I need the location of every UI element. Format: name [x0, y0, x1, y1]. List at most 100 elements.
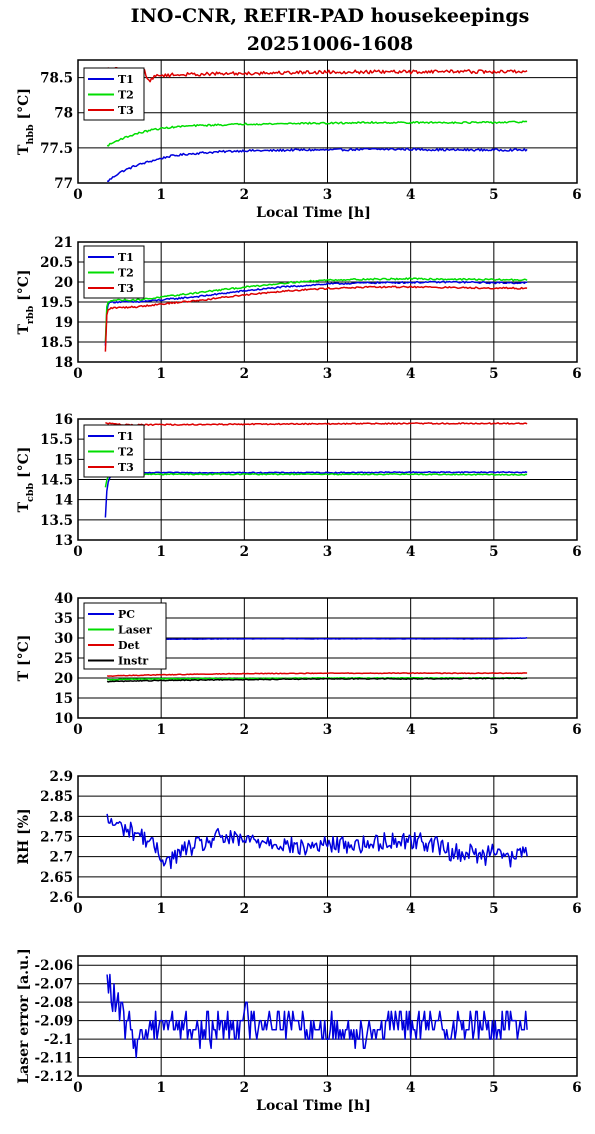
x-tick-label: 2: [240, 187, 249, 203]
x-tick-label: 5: [489, 1080, 498, 1096]
y-tick-label: 13: [54, 533, 73, 549]
series-line-t2: [104, 277, 528, 342]
x-tick-label: 4: [406, 722, 415, 738]
y-tick-label: 78: [54, 106, 73, 122]
chart-panel-6: -2.12 -2.11 -2.1 -2.09 -2.08 -2.07 -2.06 0 1 2 3 4 5…: [16, 948, 582, 1114]
legend-entry: T1: [118, 251, 134, 264]
legend-entry: T2: [118, 446, 134, 459]
series-line-data: [106, 813, 528, 870]
y-tick-label: 19.5: [40, 295, 73, 311]
y-tick-label: 25: [54, 651, 73, 667]
series-line-t2: [106, 120, 528, 147]
legend-entry: Instr: [118, 655, 148, 668]
y-axis-label: Tcbb [°C]: [16, 447, 36, 513]
plot-frame: [77, 241, 578, 363]
plot-frame: [77, 59, 578, 184]
legend-entry: Det: [118, 639, 141, 652]
chart-panel-1: 77 77.5 78 78.5 0 1 2 3 4 5 6 T1 T2 T3 Thbb [°C] Local …: [16, 59, 582, 221]
y-tick-label: 18: [54, 355, 73, 371]
legend: T1 T2 T3: [83, 424, 145, 478]
y-tick-label: 14.5: [40, 473, 73, 489]
legend-entry: T1: [118, 73, 134, 86]
x-tick-label: 2: [240, 901, 249, 917]
x-tick-label: 4: [406, 187, 415, 203]
y-tick-label: 2.9: [50, 769, 74, 785]
y-tick-label: -2.09: [35, 1014, 73, 1030]
y-tick-label: -2.1: [44, 1032, 73, 1048]
chart-panel-2: 18 18.5 19 19.5 20 20.5 21 0 1 2 3 4 5 6 T1 T2 T3 Trbb [°…: [16, 235, 582, 382]
series-line-t3: [106, 67, 528, 83]
legend: T1 T2 T3: [83, 67, 145, 121]
x-tick-label: 0: [73, 1080, 82, 1096]
y-tick-label: -2.12: [35, 1069, 73, 1085]
series-line-t1: [104, 280, 528, 346]
y-axis-label: Laser error [a.u.]: [16, 948, 32, 1083]
x-tick-label: 0: [73, 366, 82, 382]
x-tick-label: 0: [73, 901, 82, 917]
x-tick-label: 6: [572, 901, 581, 917]
x-tick-label: 1: [156, 366, 165, 382]
x-tick-label: 5: [489, 187, 498, 203]
series-line-det: [106, 672, 528, 677]
y-tick-label: 2.7: [50, 850, 74, 866]
x-tick-label: 4: [406, 544, 415, 560]
x-tick-label: 3: [323, 187, 332, 203]
legend-entry: PC: [118, 608, 135, 621]
x-tick-label: 5: [489, 901, 498, 917]
y-tick-label: 16: [54, 412, 73, 428]
y-axis-label: T [°C]: [16, 635, 32, 682]
plot-frame: [77, 597, 578, 719]
plot-frame: [77, 418, 578, 541]
y-tick-label: 15: [54, 691, 73, 707]
legend-entry: T3: [118, 282, 134, 295]
series-line-t1: [107, 147, 528, 182]
y-tick-label: 21: [54, 235, 73, 251]
x-tick-label: 2: [240, 722, 249, 738]
x-tick-label: 5: [489, 544, 498, 560]
x-tick-label: 3: [323, 901, 332, 917]
x-tick-label: 1: [156, 722, 165, 738]
plot-frame: [77, 775, 578, 898]
x-tick-label: 6: [572, 187, 581, 203]
legend-entry: T2: [118, 267, 134, 280]
x-axis-label: Local Time [h]: [256, 1098, 371, 1114]
y-tick-label: -2.06: [35, 958, 73, 974]
x-axis-label: Local Time [h]: [256, 205, 371, 221]
x-tick-label: 1: [156, 1080, 165, 1096]
legend: T1 T2 T3: [83, 245, 145, 299]
y-tick-label: 35: [54, 611, 73, 627]
y-tick-label: 40: [54, 591, 73, 607]
x-tick-label: 6: [572, 366, 581, 382]
x-tick-label: 2: [240, 544, 249, 560]
legend-entry: T3: [118, 104, 134, 117]
x-tick-label: 3: [323, 544, 332, 560]
y-tick-label: 13.5: [40, 513, 73, 529]
y-tick-label: 10: [54, 711, 73, 727]
x-tick-label: 0: [73, 544, 82, 560]
x-tick-label: 3: [323, 722, 332, 738]
series-line-data: [106, 973, 528, 1059]
x-tick-label: 1: [156, 901, 165, 917]
x-tick-label: 4: [406, 366, 415, 382]
figure-title-line2: 20251006-1608: [247, 33, 414, 55]
chart-panel-4: 10 15 20 25 30 35 40 0 1 2 3 4 5 6 PC Laser Det Instr T [°…: [16, 591, 582, 738]
y-tick-label: 2.8: [50, 809, 74, 825]
y-tick-label: 2.85: [40, 789, 73, 805]
y-tick-label: 19: [54, 315, 73, 331]
y-tick-label: 20: [54, 275, 73, 291]
x-tick-label: 2: [240, 366, 249, 382]
x-tick-label: 4: [406, 1080, 415, 1096]
chart-panel-3: 13 13.5 14 14.5 15 15.5 16 0 1 2 3 4 5 6 T1 T2 T3 Tcbb [°…: [16, 412, 582, 560]
x-tick-label: 0: [73, 722, 82, 738]
y-tick-label: 15.5: [40, 432, 73, 448]
series-line-t2: [104, 473, 528, 488]
x-tick-label: 4: [406, 901, 415, 917]
x-tick-label: 0: [73, 187, 82, 203]
x-tick-label: 6: [572, 544, 581, 560]
y-tick-label: 77.5: [40, 141, 73, 157]
y-tick-label: 15: [54, 452, 73, 468]
y-tick-label: 20.5: [40, 255, 73, 271]
y-tick-label: 77: [54, 176, 73, 192]
y-tick-label: 18.5: [40, 335, 73, 351]
